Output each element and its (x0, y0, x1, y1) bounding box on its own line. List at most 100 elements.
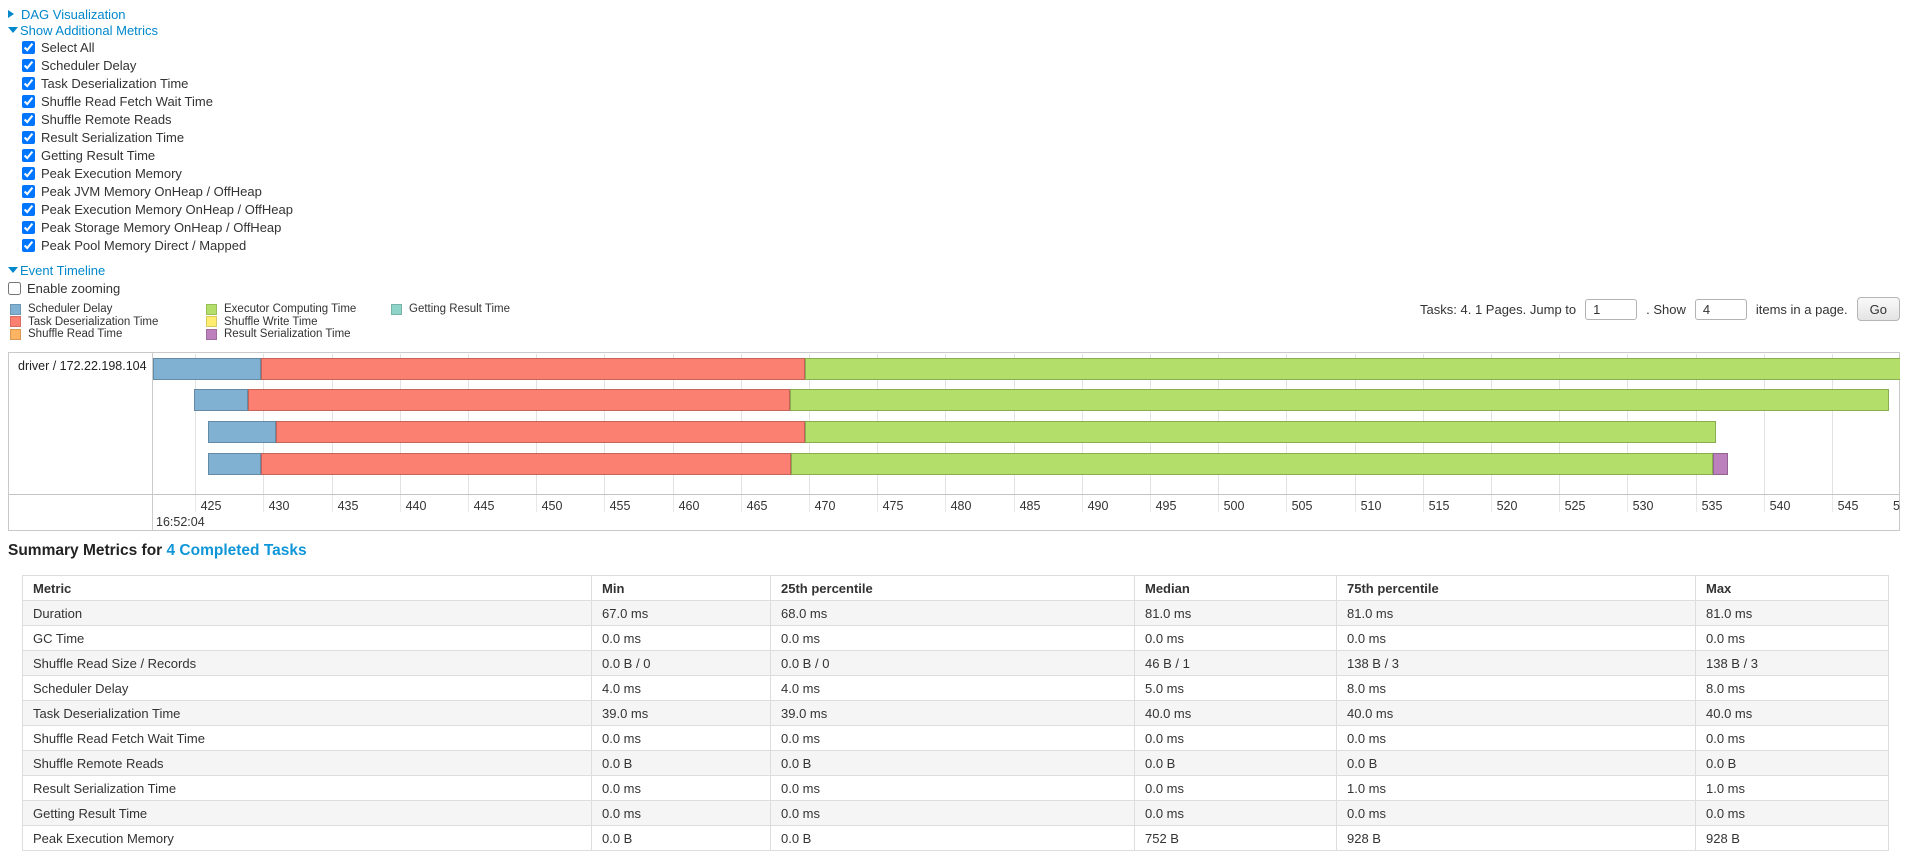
metric-checkbox[interactable] (22, 130, 35, 144)
task-bar-segment-task-deserialization[interactable] (261, 358, 805, 380)
legend-label: Shuffle Read Time (28, 328, 123, 341)
metric-checkbox[interactable] (22, 220, 35, 234)
metric-checkbox-item[interactable]: Shuffle Remote Reads (22, 110, 293, 128)
items-per-page-input[interactable] (1694, 298, 1747, 320)
metric-checkbox-label: Peak Execution Memory (41, 165, 182, 181)
metric-checkbox-item[interactable]: Shuffle Read Fetch Wait Time (22, 92, 293, 110)
show-additional-metrics-toggle[interactable]: Show Additional Metrics (8, 22, 158, 38)
table-row: Peak Execution Memory 0.0 B 0.0 B 752 B 928 … (22, 825, 1889, 851)
metric-checkbox-label: Task Deserialization Time (41, 75, 189, 91)
metric-checkbox-item[interactable]: Peak Storage Memory OnHeap / OffHeap (22, 218, 293, 236)
legend-label: Shuffle Write Time (224, 315, 318, 328)
dag-visualization-link[interactable]: DAG Visualization (21, 6, 126, 22)
task-bar-segment-executor-computing[interactable] (791, 453, 1713, 475)
dag-visualization-toggle[interactable]: DAG Visualization (8, 6, 126, 22)
metric-checkbox[interactable] (22, 76, 35, 90)
timeline-gridline (1764, 354, 1765, 494)
enable-zooming-item[interactable]: Enable zooming (8, 280, 120, 296)
show-additional-metrics-link[interactable]: Show Additional Metrics (20, 22, 159, 38)
metric-value-cell: 8.0 ms (1336, 675, 1696, 701)
metric-checkbox-item[interactable]: Result Serialization Time (22, 128, 293, 146)
metric-value-cell: 0.0 ms (591, 625, 771, 651)
executor-computing-swatch-icon (206, 303, 217, 315)
table-row: GC Time 0.0 ms 0.0 ms 0.0 ms 0.0 ms 0.0 ms (22, 625, 1889, 651)
task-bar-segment-scheduler-delay[interactable] (208, 421, 276, 443)
go-button[interactable]: Go (1856, 297, 1900, 321)
metric-checkbox[interactable] (22, 94, 35, 108)
timeline-gridline (195, 354, 196, 494)
metric-name-cell: Shuffle Read Fetch Wait Time (22, 725, 592, 751)
task-bar-segment-task-deserialization[interactable] (248, 389, 790, 411)
summary-metrics-table: Metric Min 25th percentile Median 75th perce… (22, 575, 1889, 851)
metric-checkbox-item[interactable]: Peak Pool Memory Direct / Mapped (22, 236, 293, 254)
legend-column: Executor Computing Time Shuffle Write Tim… (206, 303, 356, 341)
metric-checkbox[interactable] (22, 58, 35, 72)
metric-value-cell: 138 B / 3 (1695, 650, 1889, 676)
metric-value-cell: 40.0 ms (1336, 700, 1696, 726)
legend-column: Scheduler Delay Task Deserialization Time… (10, 303, 158, 341)
task-bar-segment-executor-computing[interactable] (805, 421, 1716, 443)
task-bar-segment-task-deserialization[interactable] (276, 421, 805, 443)
table-body: Duration 67.0 ms 68.0 ms 81.0 ms 81.0 ms 81.0… (22, 600, 1889, 851)
event-timeline-toggle[interactable]: Event Timeline (8, 262, 105, 278)
metric-checkbox[interactable] (22, 202, 35, 216)
metric-checkbox-item[interactable]: Task Deserialization Time (22, 74, 293, 92)
result-serialization-swatch-icon (206, 328, 217, 340)
task-bar-segment-executor-computing[interactable] (805, 358, 1900, 380)
metric-checkbox[interactable] (22, 238, 35, 252)
metric-value-cell: 40.0 ms (1134, 700, 1337, 726)
x-tick-label: 465 (746, 499, 768, 513)
x-tick-label: 545 (1837, 499, 1859, 513)
metric-value-cell: 81.0 ms (1336, 600, 1696, 626)
timeline-gridline-minor (809, 495, 810, 512)
x-tick-label: 455 (609, 499, 631, 513)
metric-checkbox[interactable] (22, 184, 35, 198)
timeline-gridline-minor (741, 495, 742, 512)
metric-value-cell: 0.0 ms (1336, 725, 1696, 751)
table-column-header: 75th percentile (1336, 575, 1696, 601)
timeline-gridline-minor (1559, 495, 1560, 512)
metric-value-cell: 0.0 ms (1134, 775, 1337, 801)
metric-checkbox-item[interactable]: Scheduler Delay (22, 56, 293, 74)
metric-value-cell: 81.0 ms (1695, 600, 1889, 626)
metric-value-cell: 0.0 ms (1134, 625, 1337, 651)
metric-value-cell: 0.0 ms (1695, 625, 1889, 651)
enable-zooming-checkbox[interactable] (8, 281, 21, 295)
event-timeline-link[interactable]: Event Timeline (20, 262, 106, 278)
metric-value-cell: 0.0 ms (770, 625, 1135, 651)
legend-entry: Executor Computing Time (206, 303, 356, 316)
metric-checkbox-item[interactable]: Getting Result Time (22, 146, 293, 164)
task-bar-segment-scheduler-delay[interactable] (208, 453, 261, 475)
metric-value-cell: 0.0 B (591, 825, 771, 851)
timeline-gridline-minor (195, 495, 196, 512)
timeline-gridline-minor (400, 495, 401, 512)
task-bar-segment-result-serialization[interactable] (1713, 453, 1728, 475)
task-deserialization-swatch-icon (10, 316, 21, 328)
task-bar-segment-scheduler-delay[interactable] (194, 389, 248, 411)
metric-checkbox-label: Shuffle Remote Reads (41, 111, 172, 127)
jump-to-page-input[interactable] (1585, 298, 1638, 320)
timeline-divider (152, 353, 153, 530)
metric-value-cell: 46 B / 1 (1134, 650, 1337, 676)
metric-value-cell: 928 B (1336, 825, 1696, 851)
metric-checkbox[interactable] (22, 40, 35, 54)
table-row: Shuffle Remote Reads 0.0 B 0.0 B 0.0 B 0.0 B… (22, 750, 1889, 776)
timeline-gridline-minor (332, 495, 333, 512)
metric-checkbox-item[interactable]: Peak JVM Memory OnHeap / OffHeap (22, 182, 293, 200)
task-bar-segment-task-deserialization[interactable] (261, 453, 791, 475)
metric-checkbox[interactable] (22, 112, 35, 126)
metric-value-cell: 0.0 ms (591, 800, 771, 826)
metric-checkbox-item[interactable]: Peak Execution Memory OnHeap / OffHeap (22, 200, 293, 218)
metric-value-cell: 81.0 ms (1134, 600, 1337, 626)
task-bar-segment-scheduler-delay[interactable] (153, 358, 261, 380)
task-bar-segment-executor-computing[interactable] (790, 389, 1889, 411)
metric-name-cell: Getting Result Time (22, 800, 592, 826)
completed-tasks-link[interactable]: 4 Completed Tasks (166, 542, 307, 559)
metric-checkbox-item[interactable]: Select All (22, 38, 293, 56)
shuffle-write-swatch-icon (206, 316, 217, 328)
metric-checkbox[interactable] (22, 148, 35, 162)
metric-checkbox[interactable] (22, 166, 35, 180)
legend-label: Task Deserialization Time (28, 315, 159, 328)
legend-entry: Getting Result Time (391, 303, 510, 316)
metric-checkbox-item[interactable]: Peak Execution Memory (22, 164, 293, 182)
